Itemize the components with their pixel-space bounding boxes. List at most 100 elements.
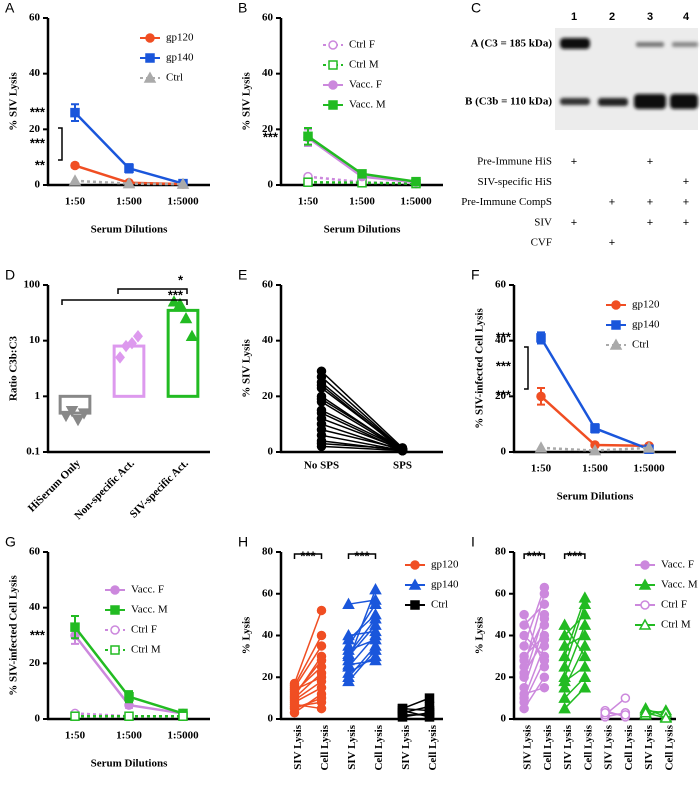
marker bbox=[519, 668, 529, 678]
pair-line bbox=[293, 635, 323, 686]
y-tick-label: 60 bbox=[29, 546, 41, 558]
pair-line bbox=[348, 659, 376, 666]
marker bbox=[167, 295, 181, 307]
marker bbox=[59, 410, 73, 423]
y-tick-label: 40 bbox=[495, 334, 507, 346]
y-tick-label: 10 bbox=[29, 334, 41, 346]
pair-line bbox=[523, 639, 546, 674]
y-tick-label: 40 bbox=[29, 601, 41, 613]
marker bbox=[122, 177, 136, 189]
y-tick-label: 20 bbox=[29, 657, 41, 669]
marker bbox=[70, 107, 80, 118]
marker bbox=[578, 608, 592, 620]
marker bbox=[289, 699, 300, 710]
sign: + bbox=[647, 156, 653, 168]
marker bbox=[369, 643, 382, 655]
band bbox=[598, 98, 628, 106]
x-tick-label: 1:500 bbox=[349, 196, 375, 208]
legend-marker bbox=[328, 60, 338, 70]
x-tick-label: 1:5000 bbox=[167, 730, 199, 742]
marker bbox=[558, 639, 571, 651]
marker bbox=[639, 706, 652, 718]
y-axis-label: % SIV Lysis bbox=[241, 72, 253, 131]
y-tick-label: 40 bbox=[262, 334, 274, 346]
marker bbox=[578, 670, 592, 682]
bracket bbox=[61, 299, 188, 305]
marker bbox=[424, 693, 435, 703]
annotation: *** bbox=[168, 287, 184, 302]
panel-label: C bbox=[471, 0, 481, 16]
x-axis-label: Serum Dilutions bbox=[557, 491, 634, 503]
marker bbox=[342, 674, 355, 687]
bracket bbox=[524, 346, 529, 390]
marker bbox=[519, 655, 529, 666]
x-tick-label: 1:500 bbox=[116, 196, 142, 208]
legend-marker bbox=[110, 625, 120, 635]
marker bbox=[303, 177, 313, 187]
marker bbox=[316, 383, 327, 393]
legend-marker bbox=[640, 560, 650, 570]
marker bbox=[124, 691, 134, 702]
lane-label: 2 bbox=[609, 11, 615, 23]
legend-marker bbox=[110, 605, 120, 615]
band-label: B (C3b = 110 kDa) bbox=[465, 96, 552, 108]
marker bbox=[316, 689, 327, 699]
x-tick-label: 1:5000 bbox=[400, 196, 432, 208]
marker bbox=[70, 160, 80, 171]
x-tick-label: Cell Lysis bbox=[542, 724, 554, 770]
x-tick-label: SIV Lysis bbox=[562, 724, 574, 769]
marker bbox=[369, 624, 382, 637]
legend-label: Ctrl bbox=[166, 72, 183, 84]
marker bbox=[397, 703, 408, 714]
pair-line bbox=[321, 442, 403, 450]
marker bbox=[342, 628, 355, 641]
marker bbox=[600, 707, 610, 718]
marker bbox=[558, 681, 571, 693]
marker bbox=[558, 674, 571, 687]
marker bbox=[369, 654, 382, 666]
legend-label: Ctrl F bbox=[661, 599, 687, 611]
x-tick-label: SIV Lysis bbox=[603, 724, 615, 769]
x-tick-label: No SPS bbox=[304, 460, 339, 472]
x-tick-label: SIV Lysis bbox=[400, 724, 412, 769]
legend-label: gp120 bbox=[632, 299, 660, 311]
x-tick-label: Cell Lysis bbox=[319, 724, 331, 770]
y-axis-label: % SIV-infected Cell Lysis bbox=[8, 575, 20, 696]
marker bbox=[539, 672, 550, 682]
lane-label: 4 bbox=[683, 11, 690, 23]
panel-label: A bbox=[5, 0, 15, 16]
panel-label: B bbox=[238, 0, 247, 16]
marker bbox=[127, 337, 137, 350]
marker bbox=[642, 441, 656, 453]
marker bbox=[369, 583, 382, 595]
legend-label: Ctrl M bbox=[131, 644, 161, 656]
x-tick-label: SIV Lysis bbox=[292, 724, 304, 769]
x-tick-label: 1:5000 bbox=[633, 463, 665, 475]
marker bbox=[77, 408, 91, 420]
x-tick-label: Cell Lysis bbox=[373, 724, 385, 770]
marker bbox=[176, 177, 190, 189]
pair-line bbox=[321, 429, 403, 450]
annotation: *** bbox=[30, 627, 46, 642]
marker bbox=[590, 423, 600, 434]
x-tick-label: 1:500 bbox=[582, 463, 608, 475]
pair-line bbox=[321, 445, 403, 452]
sign: + bbox=[683, 217, 689, 229]
marker bbox=[124, 711, 134, 721]
legend-marker bbox=[328, 80, 338, 90]
marker bbox=[173, 297, 187, 310]
marker bbox=[539, 614, 550, 624]
significance-bar bbox=[293, 553, 323, 559]
pair-line bbox=[347, 624, 377, 657]
annotation: *** bbox=[30, 104, 46, 119]
y-axis-label: % SIV Lysis bbox=[8, 72, 20, 131]
x-axis-label: Serum Dilutions bbox=[324, 224, 401, 236]
pair-line bbox=[320, 370, 404, 449]
bracket bbox=[58, 127, 63, 161]
marker bbox=[519, 697, 529, 708]
marker bbox=[536, 333, 546, 343]
row-label: SIV-specific HiS bbox=[478, 176, 552, 188]
x-axis-label: Serum Dilutions bbox=[91, 224, 168, 236]
marker bbox=[539, 655, 550, 666]
legend-marker bbox=[611, 320, 621, 330]
